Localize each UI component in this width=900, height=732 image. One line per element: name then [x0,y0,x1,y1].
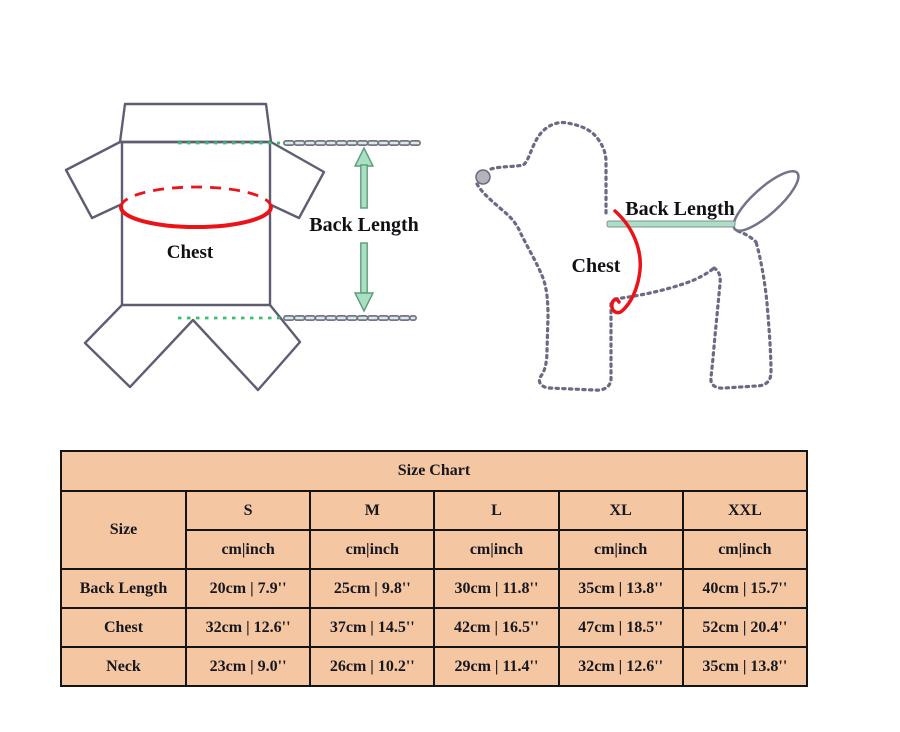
dog-outline [475,120,773,392]
garment-collar [118,102,273,144]
value-cell: 35cm | 13.8'' [681,646,808,687]
back-length-arrow [353,146,375,313]
value-cell: 23cm | 9.0'' [184,646,312,687]
table-row: Chest 32cm | 12.6'' 37cm | 14.5'' 42cm |… [60,607,808,648]
garment-left-sleeve [64,140,123,220]
arrow-shaft-upper [360,164,368,209]
unit-cell: cm|inch [309,529,436,570]
table-row: Neck 23cm | 9.0'' 26cm | 10.2'' 29cm | 1… [60,646,808,687]
value-cell: 52cm | 20.4'' [681,607,808,648]
garment-body [120,142,272,307]
dog-rear-leg-outline [709,240,773,390]
arrow-shaft-lower [360,242,368,294]
value-cell: 26cm | 10.2'' [309,646,436,687]
unit-cell: cm|inch [557,529,684,570]
value-cell: 40cm | 15.7'' [681,568,808,609]
size-chart-title: Size Chart [60,450,808,492]
dog-back-length-label: Back Length [625,198,734,220]
garment-right-sleeve [268,140,326,220]
dog-tail [732,170,800,232]
size-corner-cell: Size [60,490,187,570]
value-cell: 37cm | 14.5'' [309,607,436,648]
dog-belly-outline [613,266,716,301]
col-header-xxl: XXL [681,490,808,531]
garment-back-length-label: Back Length [309,214,418,236]
value-cell: 30cm | 11.8'' [433,568,560,609]
col-header-xl: XL [557,490,684,531]
garment-leg-flaps [83,304,302,392]
table-row: Size Chart [60,450,808,492]
value-cell: 32cm | 12.6'' [557,646,684,687]
value-cell: 47cm | 18.5'' [557,607,684,648]
value-cell: 32cm | 12.6'' [184,607,312,648]
row-label-back-length: Back Length [60,568,187,609]
arrowhead-down-icon [353,292,375,313]
dog-nose [475,169,491,185]
measurement-diagrams: Chest Back Length [64,102,800,392]
arrowhead-up-icon [353,146,375,167]
chest-opening-dashed-arc [119,185,273,208]
table-row: Size S M L XL XXL [60,490,808,570]
row-label-neck: Neck [60,646,187,687]
garment-chest-label: Chest [167,242,214,263]
dog-chest-label: Chest [572,255,621,277]
dog-head-outline [489,120,608,217]
dog-front-outline [475,182,613,392]
unit-cell: cm|inch [433,529,560,570]
col-header-l: L [433,490,560,531]
table-row: cm|inch cm|inch cm|inch cm|inch cm|inch [61,529,808,570]
row-label-chest: Chest [60,607,187,648]
value-cell: 35cm | 13.8'' [557,568,684,609]
unit-cell: cm|inch [184,529,312,570]
chest-measure-curve [610,209,643,315]
dog-diagram: Back Length Chest [475,120,800,392]
value-cell: 20cm | 7.9'' [184,568,312,609]
value-cell: 29cm | 11.4'' [433,646,560,687]
col-header-s: S [184,490,312,531]
back-length-bar [606,220,736,228]
dog-rump-outline [736,229,758,244]
value-cell: 25cm | 9.8'' [309,568,436,609]
table-row: Back Length 20cm | 7.9'' 25cm | 9.8'' 30… [60,568,808,609]
size-chart-table: Size Chart Size S M L XL XXL cm|inch cm|… [60,450,808,687]
chest-opening-solid-arc [119,205,273,229]
unit-cell: cm|inch [681,529,808,570]
value-cell: 42cm | 16.5'' [433,607,560,648]
garment-flat-diagram [64,102,326,392]
col-header-m: M [309,490,436,531]
